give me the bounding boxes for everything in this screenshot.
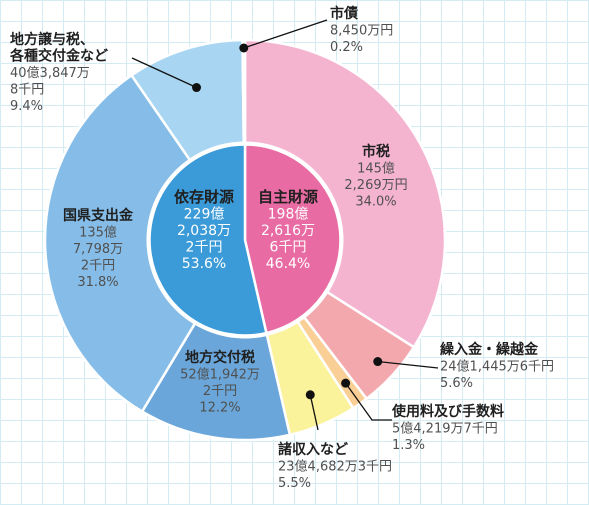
leader-lines bbox=[131, 19, 439, 431]
outer-slice-3-label: 諸収入など 23億4,682万3千円 5.5% bbox=[278, 441, 392, 491]
leader-line-3 bbox=[309, 394, 319, 431]
outer-slice-5-label: 国県支出金 135億 7,798万 2千円 31.8% bbox=[63, 207, 134, 290]
leader-line-6 bbox=[131, 57, 197, 89]
inner-slice-1-label: 依存財源 229億 2,038万 2千円 53.6% bbox=[174, 188, 234, 272]
inner-ring bbox=[146, 141, 344, 339]
outer-slice-1-label: 繰入金・繰越金 24億1,445万6千円 5.6% bbox=[440, 341, 554, 391]
outer-slice-6-label: 地方譲与税、各種交付金など 40億3,847万 8千円 9.4% bbox=[9, 31, 108, 114]
inner-slice-1 bbox=[148, 143, 268, 337]
outer-slice-0-label: 市税 145億 2,269万円 34.0% bbox=[344, 143, 407, 210]
outer-slice-2-label: 使用料及び手数料 5億4,219万7千円 1.3% bbox=[391, 403, 504, 453]
outer-slice-4-label: 地方交付税 52億1,942万 2千円 12.2% bbox=[180, 349, 260, 416]
leader-line-2 bbox=[345, 382, 392, 421]
leader-dot-7 bbox=[239, 43, 249, 53]
outer-slice-7 bbox=[241, 38, 247, 145]
leader-line-1 bbox=[377, 360, 439, 369]
leader-dot-3 bbox=[305, 390, 315, 400]
leader-dot-1 bbox=[373, 357, 383, 367]
leader-dot-6 bbox=[192, 83, 202, 93]
outer-slice-7-label: 市債 8,450万円 0.2% bbox=[330, 5, 393, 55]
leader-line-7 bbox=[243, 19, 328, 49]
leader-dot-2 bbox=[341, 378, 351, 388]
inner-slice-0 bbox=[243, 143, 342, 335]
inner-slice-0-label: 自主財源 198億 2,616万 6千円 46.4% bbox=[258, 188, 318, 272]
slice-labels: 市税 145億 2,269万円 34.0% 繰入金・繰越金 24億1,445万6千円 5.6… bbox=[9, 5, 554, 491]
